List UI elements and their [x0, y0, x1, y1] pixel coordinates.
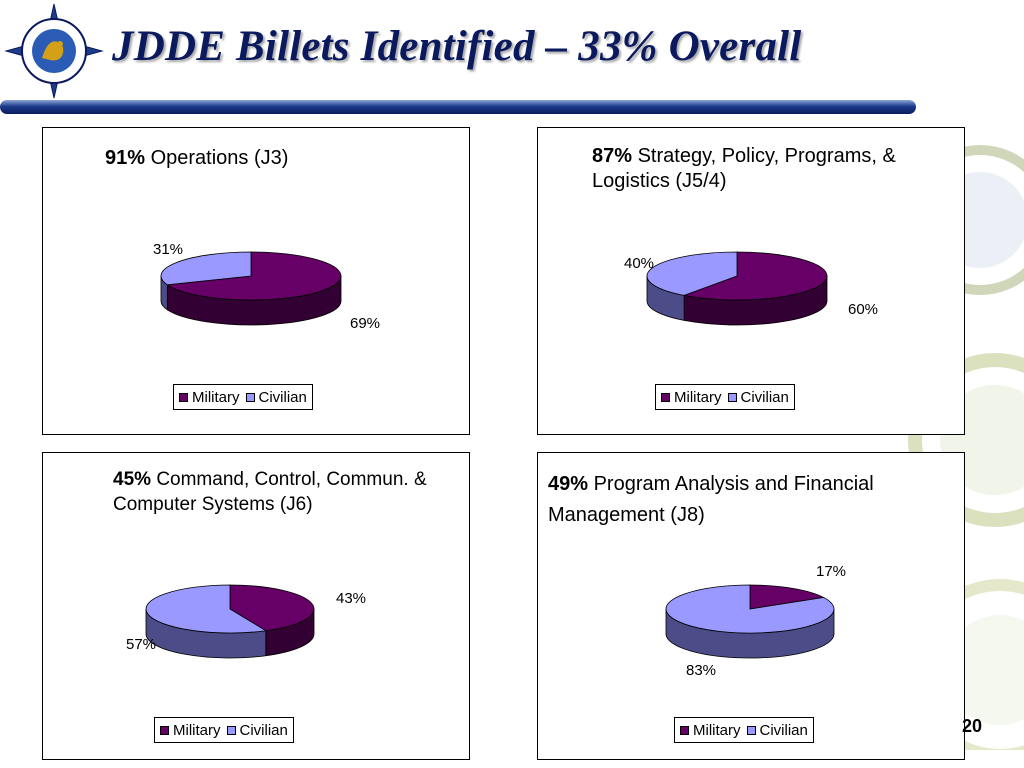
chart-legend: Military Civilian: [154, 717, 294, 743]
pie-sides: [646, 275, 828, 326]
legend-item-civilian: Civilian: [746, 721, 808, 739]
chart-title-percent: 45%: [113, 469, 152, 490]
pie-slice-military: [166, 251, 342, 301]
legend-item-military: Military: [680, 722, 741, 739]
pie-slice-military: [682, 251, 828, 301]
legend-swatch-military: [160, 725, 169, 735]
pie-slice-civilian: [145, 584, 267, 634]
data-label-civilian: 40%: [624, 255, 654, 272]
pie-chart: 43% 57%: [126, 584, 366, 659]
legend-swatch-military: [680, 725, 689, 735]
chart-title-text: Operations (J3): [150, 147, 289, 169]
chart-title-text: Strategy, Policy, Programs, & Logistics …: [592, 145, 896, 192]
legend-swatch-civilian: [727, 392, 737, 402]
chart-title-percent: 87%: [592, 145, 633, 167]
chart-title: 91% Operations (J3): [105, 146, 445, 171]
chart-title-text: Command, Control, Commun. & Computer Sys…: [113, 469, 427, 515]
data-label-civilian: 57%: [126, 636, 156, 653]
legend-item-civilian: Civilian: [226, 721, 288, 739]
chart-panel-j5-4: 87% Strategy, Policy, Programs, & Logist…: [537, 127, 965, 435]
data-label-military: 60%: [848, 301, 878, 318]
transportation-command-seal-logo: [4, 3, 104, 99]
pie-slice-military: [749, 584, 825, 610]
chart-legend: Military Civilian: [674, 717, 814, 743]
slide-title: JDDE Billets Identified – 33% Overall: [112, 23, 802, 70]
legend-swatch-civilian: [245, 392, 255, 402]
legend-label-civilian: Civilian: [759, 721, 808, 739]
legend-swatch-military: [661, 392, 670, 402]
chart-panel-j6: 45% Command, Control, Commun. & Computer…: [42, 452, 470, 760]
chart-legend: Military Civilian: [173, 384, 313, 410]
legend-item-civilian: Civilian: [245, 388, 307, 406]
pie-chart: 60% 40%: [624, 251, 878, 326]
pie-slice-civilian: [160, 251, 252, 286]
legend-label-military: Military: [693, 721, 741, 739]
chart-title-text: Program Analysis and Financial Managemen…: [548, 473, 874, 526]
legend-label-military: Military: [173, 721, 221, 739]
legend-swatch-civilian: [746, 725, 756, 735]
chart-title: 87% Strategy, Policy, Programs, & Logist…: [592, 144, 932, 194]
legend-label-civilian: Civilian: [740, 388, 789, 406]
legend-item-civilian: Civilian: [727, 388, 789, 406]
legend-label-civilian: Civilian: [239, 721, 288, 739]
legend-swatch-military: [179, 392, 188, 402]
data-label-civilian: 83%: [686, 662, 716, 679]
pie-chart: 17% 83%: [665, 563, 846, 679]
chart-title: 45% Command, Control, Commun. & Computer…: [113, 467, 469, 517]
data-label-civilian: 31%: [153, 241, 183, 258]
chart-panel-j3: 91% Operations (J3) 69% 31% Military Civi…: [42, 127, 470, 435]
title-underline-bar: [0, 100, 916, 114]
legend-item-military: Military: [661, 389, 722, 406]
pie-slice-civilian: [646, 251, 738, 296]
legend-item-military: Military: [160, 722, 221, 739]
chart-legend: Military Civilian: [655, 384, 795, 410]
legend-label-military: Military: [192, 388, 240, 406]
data-label-military: 17%: [816, 563, 846, 580]
chart-panel-j8: 49% Program Analysis and Financial Manag…: [537, 452, 965, 760]
data-label-military: 69%: [350, 315, 380, 332]
slide-number: 20: [962, 716, 983, 736]
legend-item-military: Military: [179, 389, 240, 406]
legend-swatch-civilian: [226, 725, 236, 735]
legend-label-military: Military: [674, 388, 722, 406]
chart-title-percent: 49%: [548, 473, 589, 495]
pie-slice-military: [229, 584, 315, 632]
legend-label-civilian: Civilian: [258, 388, 307, 406]
chart-title: 49% Program Analysis and Financial Manag…: [548, 469, 878, 531]
pie-chart: 69% 31%: [153, 241, 380, 332]
pie-slice-civilian: [665, 584, 835, 634]
data-label-military: 43%: [336, 590, 366, 607]
chart-title-percent: 91%: [105, 147, 146, 169]
